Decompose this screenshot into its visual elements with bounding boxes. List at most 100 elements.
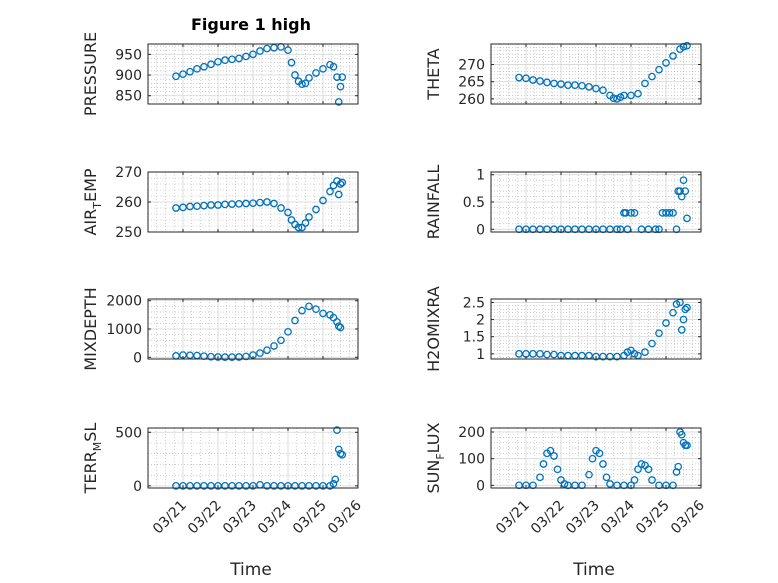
data-point (242, 352, 250, 361)
data-point (319, 196, 327, 205)
data-point (291, 71, 299, 79)
data-point (207, 60, 215, 69)
y-axis-label: RAINFALL (424, 165, 443, 240)
data-point (536, 473, 544, 482)
x-tick-label: 03/26 (668, 497, 708, 537)
y-axis-label-main: MIXDEPTH (81, 287, 100, 370)
data-point (336, 323, 345, 332)
data-point (665, 209, 674, 217)
y-tick-label: 2.5 (463, 295, 485, 311)
data-point (334, 98, 343, 106)
data-point (298, 306, 306, 315)
data-point (334, 445, 343, 454)
y-axis-label-main: TERR (81, 451, 100, 494)
panel-sunlux: 0 100 200 SUNFLUX 03/2103/2203/2303/2403/250… (424, 422, 708, 537)
data-point (221, 56, 229, 64)
panel-h2omixra: 11.52 2.5 H2OMIXRA (424, 286, 702, 372)
data-point (662, 59, 670, 67)
data-point (602, 473, 611, 482)
x-axis-label-left: Time (229, 560, 272, 580)
data-point (235, 54, 243, 63)
data-point (270, 43, 278, 52)
data-point (634, 465, 642, 474)
data-point (186, 67, 194, 76)
panel-airemp: 250 260 270 AIRTEMP (81, 165, 359, 241)
data-point (677, 430, 686, 439)
data-point (536, 77, 544, 85)
x-tick-label: 03/25 (633, 498, 673, 538)
data-point (641, 348, 649, 356)
data-point (331, 475, 340, 484)
data-series (172, 43, 347, 106)
y-tick-label: 900 (115, 68, 142, 84)
y-axis-label: PRESSURE (81, 32, 100, 116)
data-point (270, 342, 278, 350)
data-point (683, 303, 691, 312)
data-series (515, 41, 691, 103)
y-tick-label: 100 (458, 452, 485, 468)
y-tick-label: 1 (476, 168, 485, 184)
data-point (627, 91, 635, 100)
data-series (172, 177, 347, 232)
x-tick-label: 03/24 (255, 497, 295, 537)
x-tick-label: 03/24 (598, 497, 638, 537)
y-axis-label-tail: SL (81, 423, 100, 442)
data-point (637, 460, 646, 468)
data-point (669, 209, 677, 217)
data-point (630, 209, 639, 217)
y-tick-label: 850 (115, 89, 142, 105)
data-point (679, 315, 688, 324)
data-point (674, 462, 683, 471)
data-point (312, 205, 320, 214)
y-axis-label-main: THETA (424, 48, 443, 100)
x-tick-label: 03/21 (150, 498, 190, 538)
data-point (256, 47, 264, 55)
y-tick-label: 950 (115, 47, 142, 63)
panel-pressure: 850 900 950 PRESSURE (81, 32, 359, 116)
data-point (681, 305, 690, 314)
data-point (329, 62, 338, 71)
data-point (287, 58, 296, 67)
x-tick-label: 03/23 (563, 498, 603, 538)
y-axis-label: THETA (424, 48, 443, 100)
data-point (263, 44, 271, 53)
y-tick-label: 260 (458, 92, 485, 108)
data-point (334, 322, 343, 331)
y-tick-label: 260 (115, 195, 142, 211)
data-point (515, 73, 523, 82)
data-point (256, 349, 264, 357)
data-series (172, 302, 345, 362)
data-point (595, 449, 604, 458)
data-point (319, 64, 327, 73)
y-axis-label-tail: EMP (81, 168, 100, 202)
panel-terrsl: 0 500 TERRMSL 03/2103/2203/2303/2403/2503/2… (81, 423, 365, 538)
data-point (294, 223, 303, 232)
y-tick-label: 500 (115, 425, 142, 441)
data-point (305, 302, 313, 311)
data-point (536, 350, 544, 358)
data-point (301, 219, 310, 227)
y-tick-label: 270 (458, 58, 485, 74)
data-point (338, 178, 347, 187)
data-point (270, 199, 278, 208)
data-point (585, 83, 593, 91)
data-point (284, 208, 292, 217)
y-axis-label-main: RAINFALL (424, 165, 443, 240)
data-point (214, 57, 222, 66)
data-point (655, 329, 663, 338)
data-point (621, 209, 630, 217)
y-tick-label: 0 (133, 350, 142, 366)
data-point (578, 481, 586, 490)
data-point (641, 79, 649, 88)
data-point (284, 46, 292, 55)
data-point (522, 74, 530, 83)
data-point (606, 480, 614, 488)
data-series (515, 428, 691, 490)
data-point (613, 352, 621, 361)
data-point (557, 80, 565, 88)
data-point (334, 190, 343, 199)
data-point (550, 452, 558, 460)
x-tick-label: 03/26 (325, 497, 365, 537)
data-point (263, 346, 271, 355)
y-axis-label: SUNFLUX (424, 422, 447, 493)
